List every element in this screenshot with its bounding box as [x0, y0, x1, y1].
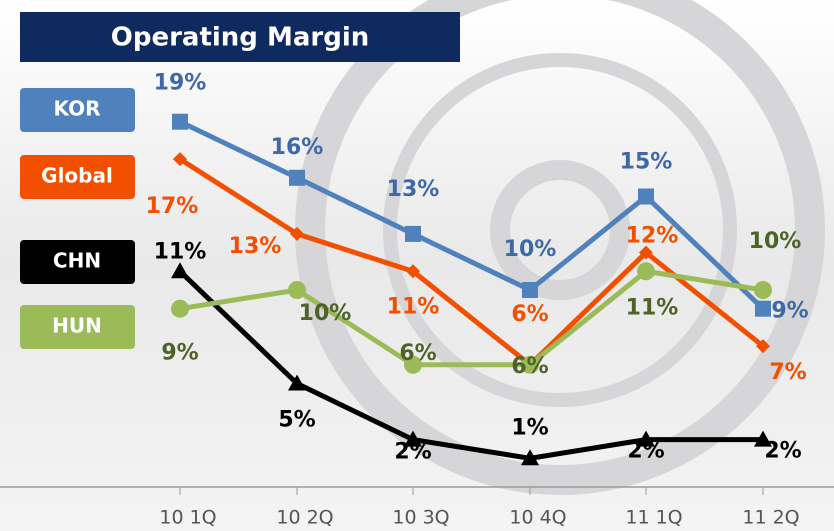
data-label: 16%	[271, 135, 324, 160]
x-tick-label: 11 1Q	[625, 507, 682, 529]
data-label: 5%	[278, 408, 315, 433]
data-label: 10%	[749, 229, 802, 254]
marker	[173, 152, 187, 167]
marker	[754, 430, 772, 447]
marker	[405, 225, 421, 242]
marker	[756, 339, 770, 354]
legend-box	[20, 240, 135, 284]
marker	[521, 355, 539, 374]
legend-box	[20, 88, 135, 132]
marker	[404, 430, 422, 447]
data-label: 6%	[511, 354, 548, 379]
legend-box	[20, 155, 135, 199]
x-tick-label: 11 2Q	[742, 507, 799, 529]
marker	[522, 282, 538, 298]
marker	[637, 262, 655, 281]
legend-label: HUN	[52, 314, 102, 338]
data-label: 15%	[620, 150, 673, 175]
data-label: 19%	[154, 71, 207, 96]
data-label: 9%	[771, 299, 808, 324]
marker	[404, 355, 422, 374]
x-tick-label: 10 2Q	[276, 507, 333, 529]
data-label: 6%	[399, 341, 436, 366]
data-label: 10%	[504, 237, 557, 262]
marker	[172, 113, 188, 130]
marker	[755, 300, 771, 317]
data-label: 17%	[146, 194, 199, 219]
chart-title: Operating Margin	[111, 23, 370, 53]
data-label: 11%	[154, 239, 207, 264]
data-label: 2%	[627, 439, 664, 464]
data-label: 13%	[229, 234, 282, 259]
marker	[639, 245, 653, 260]
marker	[171, 262, 189, 279]
data-label: 13%	[387, 177, 440, 202]
marker	[290, 226, 304, 241]
data-label: 2%	[394, 440, 431, 465]
marker	[288, 374, 306, 391]
data-label: 11%	[387, 294, 440, 319]
legend-label: KOR	[53, 97, 100, 121]
data-label: 11%	[626, 295, 679, 320]
legend-label: CHN	[53, 249, 101, 273]
series-line	[179, 268, 764, 368]
legend-box	[20, 305, 135, 349]
data-label: 12%	[626, 224, 679, 249]
marker	[754, 281, 772, 299]
marker	[288, 281, 306, 299]
x-tick-label: 10 3Q	[392, 507, 449, 529]
marker	[521, 449, 539, 466]
marker	[171, 299, 189, 318]
data-label: 7%	[769, 360, 806, 385]
series-line	[178, 119, 765, 311]
x-tick-label: 10 1Q	[159, 507, 216, 529]
data-label: 6%	[511, 302, 548, 327]
marker	[638, 188, 654, 205]
marker	[637, 430, 655, 447]
data-label: 10%	[299, 301, 352, 326]
data-label: 1%	[511, 415, 548, 440]
series-line	[178, 156, 765, 369]
series-line	[178, 269, 763, 461]
data-label: 9%	[161, 341, 198, 366]
marker	[406, 264, 420, 279]
data-label: 2%	[764, 439, 801, 464]
legend-label: Global	[41, 164, 113, 188]
marker	[289, 169, 305, 186]
wheel-decoration	[295, 0, 825, 495]
title-box	[20, 12, 460, 62]
x-tick-label: 10 4Q	[509, 507, 566, 529]
